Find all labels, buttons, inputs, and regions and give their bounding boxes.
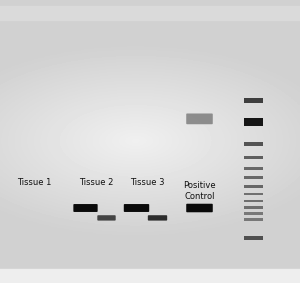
Bar (244, 185, 263, 188)
FancyBboxPatch shape (186, 113, 213, 124)
FancyBboxPatch shape (97, 215, 116, 221)
Text: Tissue 2: Tissue 2 (79, 178, 113, 187)
Bar (244, 212, 263, 215)
FancyBboxPatch shape (124, 204, 149, 212)
Bar (244, 206, 263, 209)
Bar (244, 218, 263, 221)
Bar (244, 156, 263, 159)
Bar (244, 176, 263, 179)
Bar (244, 98, 263, 103)
Bar (244, 200, 263, 202)
Bar (244, 193, 263, 195)
Bar (0, 6, 300, 20)
Bar (244, 143, 263, 146)
Bar (244, 118, 263, 126)
Bar (244, 235, 263, 240)
Text: Positive
Control: Positive Control (183, 181, 216, 201)
FancyBboxPatch shape (73, 204, 98, 212)
Text: Tissue 1: Tissue 1 (17, 178, 52, 187)
Text: Tissue 3: Tissue 3 (130, 178, 164, 187)
Bar (244, 167, 263, 170)
FancyBboxPatch shape (186, 204, 213, 212)
FancyBboxPatch shape (148, 215, 167, 221)
